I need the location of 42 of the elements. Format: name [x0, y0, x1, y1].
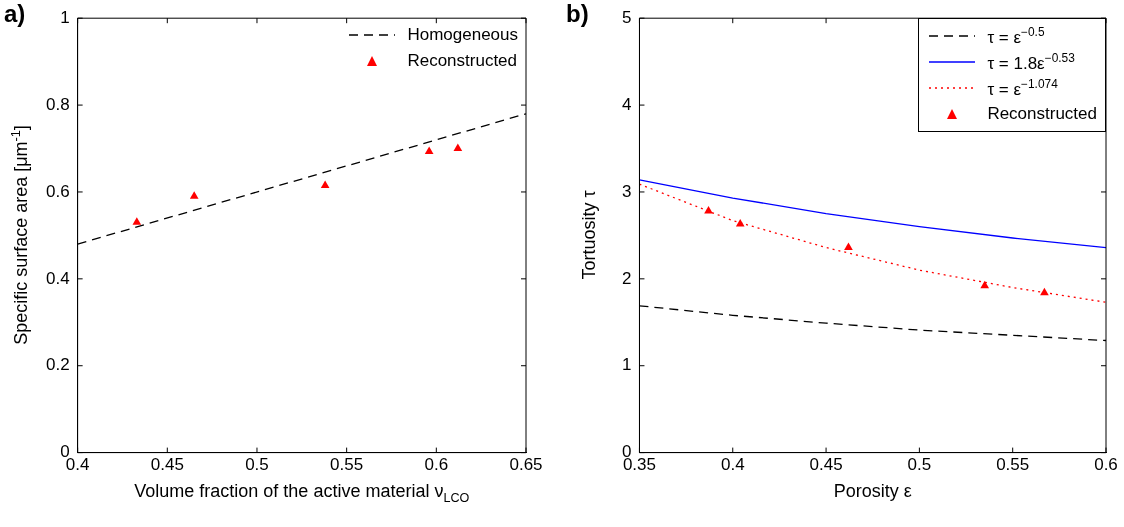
y-axis-title: Tortuosity τ [578, 190, 600, 280]
y-tick-label: 2 [621, 268, 632, 288]
y-tick-label: 0.6 [45, 181, 70, 201]
x-tick-label: 0.65 [509, 455, 543, 475]
legend-label: Reconstructed [987, 104, 1097, 125]
point [844, 242, 853, 251]
y-tick-label: 3 [621, 181, 632, 201]
x-tick-label: 0.45 [809, 455, 843, 475]
x-tick-label: 0.55 [330, 455, 364, 475]
x-axis-title: Volume fraction of the active material ν$_{LCO}$ [134, 480, 470, 505]
point [453, 143, 463, 152]
point [132, 217, 142, 225]
legend-label: Homogeneous [407, 25, 518, 46]
x-tick-label: 0.5 [907, 455, 932, 475]
x-tick-label: 0.4 [720, 455, 745, 475]
point [1040, 287, 1049, 296]
point [424, 146, 434, 155]
x-tick-label: 0.6 [424, 455, 449, 475]
point [189, 191, 199, 199]
x-axis-title: Porosity ε [833, 480, 912, 502]
x-tick-label: 0.6 [1094, 455, 1118, 475]
legend-label: Reconstructed [407, 51, 518, 72]
point [320, 180, 330, 188]
y-tick-label: 0.2 [45, 355, 70, 375]
point [980, 280, 990, 289]
legend-label: τ = ε$^{−0.5}$ [987, 24, 1045, 48]
y-tick-label: 4 [621, 94, 632, 114]
y-tick-label: 1 [60, 7, 70, 27]
point [735, 219, 745, 227]
chart-title: a) [4, 0, 26, 28]
chart-title: b) [566, 0, 589, 28]
y-tick-label: 0.8 [45, 94, 70, 114]
legend-label: τ = 1.8ε$^{−0.53}$ [987, 50, 1075, 74]
y-tick-label: 5 [621, 7, 632, 27]
x-tick-label: 0.55 [996, 455, 1030, 475]
y-tick-label: 0.4 [45, 268, 70, 288]
x-tick-label: 0.45 [150, 455, 184, 475]
legend-label: τ = ε$^{−1.074}$ [987, 76, 1058, 100]
point [704, 206, 713, 214]
line-series [639, 183, 1106, 303]
x-tick-label: 0.5 [245, 455, 269, 475]
y-tick-label: 1 [621, 355, 632, 375]
